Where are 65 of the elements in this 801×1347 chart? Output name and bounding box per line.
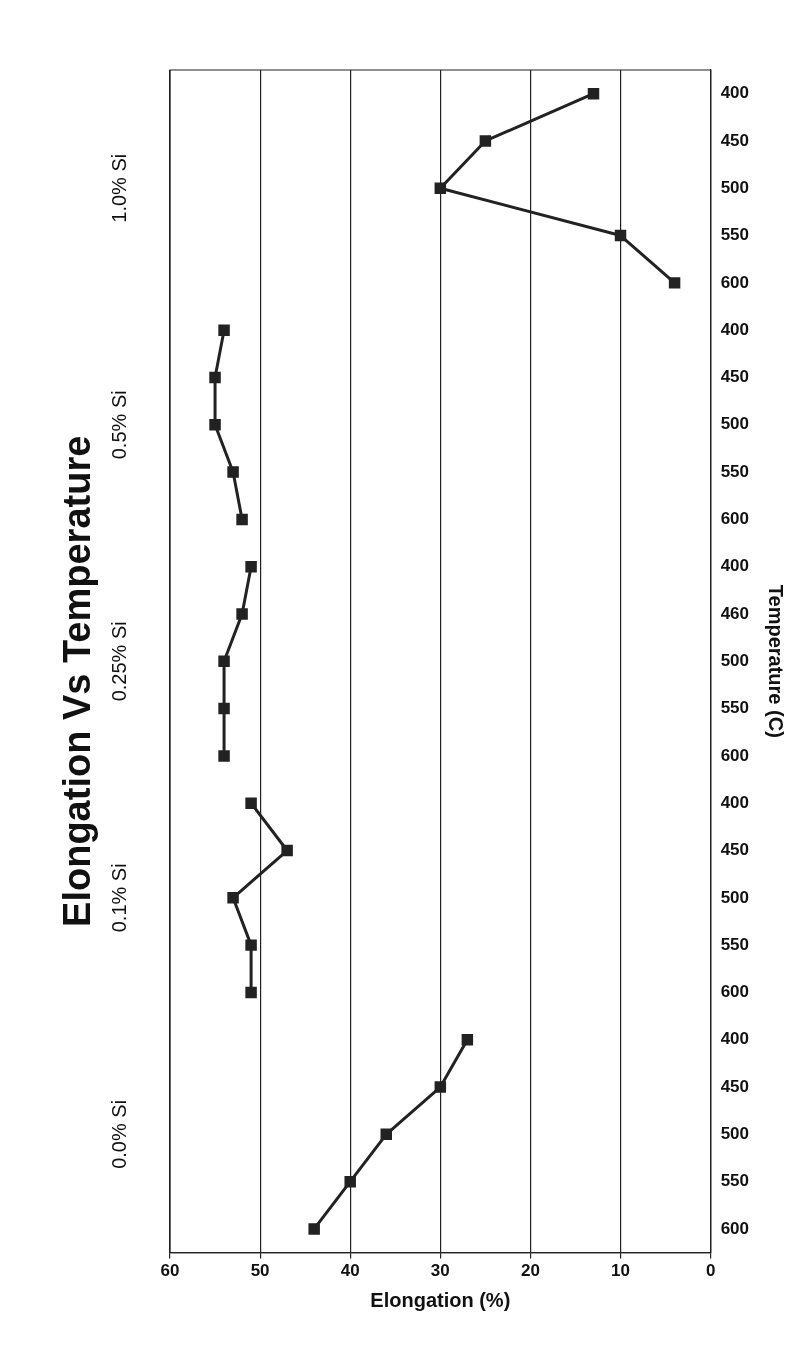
- point: [245, 797, 257, 809]
- text: 0.5% Si: [107, 390, 130, 460]
- y-tick-label: 550: [720, 934, 750, 954]
- y-tick-label: 400: [720, 1029, 750, 1049]
- y-tick-label: 500: [720, 1124, 750, 1144]
- y-tick-label: 450: [720, 840, 750, 860]
- point: [227, 466, 239, 478]
- x-tick-label: 30: [430, 1261, 450, 1281]
- y-tick-label: 500: [720, 414, 750, 434]
- y-tick-label: 550: [720, 1171, 750, 1191]
- point: [245, 939, 257, 951]
- point: [209, 371, 221, 384]
- point: [236, 513, 248, 526]
- x-axis-title: Elongation (%): [370, 1288, 511, 1311]
- x-tick-label: 10: [611, 1261, 630, 1281]
- y-tick-label: 450: [720, 367, 750, 387]
- y-tick-label: 600: [720, 745, 750, 765]
- y-tick-label: 400: [720, 556, 750, 576]
- x-tick-label: 50: [250, 1261, 270, 1281]
- point: [227, 892, 239, 904]
- y-tick-label: 400: [720, 319, 750, 339]
- x-tick-label: 20: [520, 1261, 540, 1281]
- y-tick-label: 500: [720, 650, 750, 670]
- point: [281, 844, 293, 857]
- y-tick-label: 400: [720, 83, 750, 103]
- point: [434, 182, 447, 194]
- point: [614, 229, 627, 242]
- point: [218, 702, 230, 715]
- point: [245, 986, 257, 999]
- point: [218, 324, 230, 336]
- point: [380, 1128, 392, 1141]
- y-tick-label: 600: [720, 272, 750, 292]
- point: [209, 419, 221, 431]
- text: 0.25% Si: [107, 621, 130, 702]
- y-tick-label: 550: [720, 698, 750, 718]
- point: [344, 1175, 356, 1188]
- text: 1.0% Si: [107, 153, 130, 223]
- y-tick-label: 500: [720, 887, 750, 907]
- point: [587, 87, 600, 100]
- y-tick-label: 450: [720, 130, 750, 150]
- point: [434, 1081, 447, 1093]
- y-tick-label: 600: [720, 509, 750, 529]
- text: 0.1% Si: [107, 863, 130, 933]
- point: [668, 277, 681, 289]
- y-tick-label: 450: [720, 1076, 750, 1096]
- y-tick-label: 550: [720, 461, 750, 481]
- point: [479, 135, 492, 147]
- y-tick-label: 460: [720, 603, 750, 623]
- point: [218, 750, 230, 762]
- point: [461, 1033, 474, 1046]
- y-tick-label: 600: [720, 982, 750, 1002]
- y-tick-label: 550: [720, 225, 750, 245]
- point: [308, 1223, 320, 1235]
- y-tick-label: 600: [720, 1218, 750, 1238]
- point: [245, 560, 257, 573]
- y-tick-label: 500: [720, 177, 750, 197]
- y-tick-label: 400: [720, 792, 750, 812]
- point: [218, 655, 230, 668]
- x-tick-label: 40: [340, 1261, 360, 1281]
- text: 0.0% Si: [107, 1099, 130, 1169]
- x-tick-label: 0: [705, 1261, 716, 1281]
- text: Elongation Vs Temperature: [56, 435, 99, 927]
- point: [236, 608, 248, 620]
- y-axis-title: Temperature (C): [765, 584, 788, 738]
- x-tick-label: 60: [160, 1261, 180, 1281]
